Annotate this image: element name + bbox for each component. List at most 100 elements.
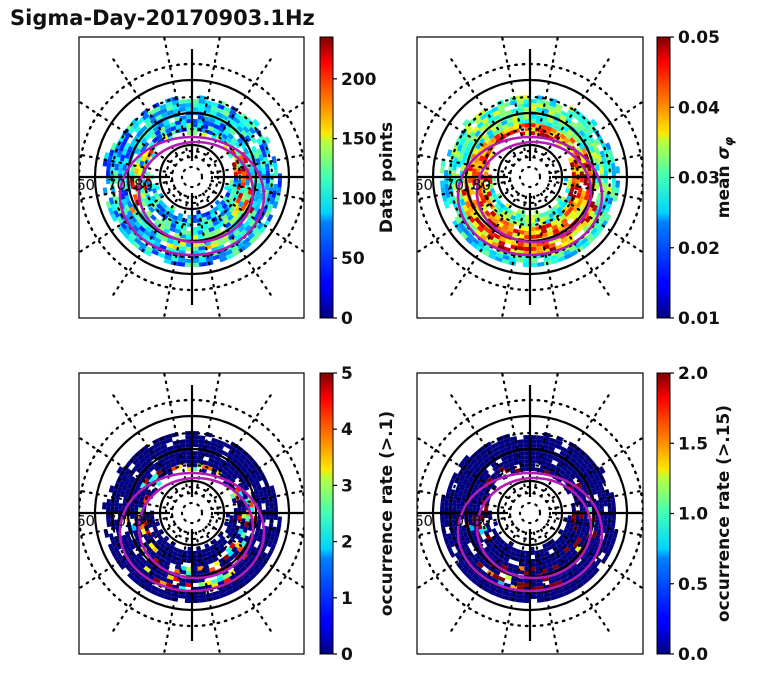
heatmap-bin (227, 468, 235, 476)
heatmap-bin (522, 258, 530, 263)
heatmap-bin (448, 478, 455, 487)
heatmap-bin (485, 186, 491, 193)
heatmap-bin (160, 236, 169, 243)
heatmap-bin (602, 183, 608, 191)
heatmap-bin (542, 543, 548, 549)
heatmap-bin (154, 237, 162, 244)
heatmap-bin (121, 474, 128, 482)
heatmap-bin (481, 229, 489, 237)
heatmap-bin (121, 147, 128, 156)
heatmap-bin (460, 500, 466, 507)
heatmap-bin (574, 137, 582, 145)
heatmap-bin (497, 576, 506, 583)
heatmap-bin (590, 550, 598, 558)
heatmap-bin (482, 561, 491, 569)
mlt-gridline (162, 195, 190, 318)
heatmap-bin (154, 110, 162, 117)
heatmap-bin (567, 476, 574, 484)
heatmap-bin (154, 129, 162, 137)
heatmap-bin (504, 574, 512, 581)
heatmap-bin (235, 150, 242, 157)
heatmap-bin (251, 481, 258, 490)
heatmap-bin (472, 504, 477, 511)
heatmap-bin (118, 144, 125, 152)
heatmap-bin (212, 206, 219, 213)
heatmap-bin (222, 237, 230, 244)
heatmap-bin (177, 261, 186, 267)
heatmap-bin (198, 245, 206, 251)
heatmap-bin (154, 553, 162, 561)
heatmap-bin (151, 546, 159, 554)
heatmap-bin (462, 563, 470, 572)
heatmap-bin (518, 119, 525, 125)
heatmap-bin (124, 487, 131, 495)
heatmap-bin (503, 127, 510, 134)
heatmap-bin (103, 151, 110, 160)
mlt-gridline (163, 37, 190, 159)
heatmap-bin (492, 129, 500, 137)
heatmap-bin (222, 573, 230, 580)
heatmap-bin (249, 236, 257, 245)
heatmap-bin (477, 523, 483, 530)
heatmap-bin (213, 123, 221, 130)
heatmap-bin (574, 125, 582, 133)
heatmap-bin (541, 232, 548, 238)
heatmap-bin (586, 219, 594, 228)
colorbar-tick-label: 0 (341, 309, 353, 329)
heatmap-bin (233, 565, 241, 573)
heatmap-bin (252, 550, 260, 558)
heatmap-bin (108, 197, 115, 205)
heatmap-bin (493, 550, 501, 557)
heatmap-bin (474, 117, 483, 125)
heatmap-bin (192, 566, 198, 571)
heatmap-bin (472, 461, 480, 470)
heatmap-bin (577, 565, 586, 573)
heatmap-bin (562, 557, 570, 565)
heatmap-bin (599, 503, 604, 510)
heatmap-bin (507, 121, 514, 128)
heatmap-bin (221, 539, 228, 546)
heatmap-bin (596, 154, 603, 162)
heatmap-bin (136, 565, 145, 573)
heatmap-bin (540, 228, 548, 234)
heatmap-bin (482, 581, 491, 589)
heatmap-bin (586, 462, 594, 471)
heatmap-bin (548, 441, 557, 448)
heatmap-bin (204, 210, 211, 217)
heatmap-bin (159, 107, 168, 114)
mlt-gridline (540, 528, 612, 635)
heatmap-bin (603, 177, 608, 184)
heatmap-bin (559, 450, 567, 457)
heatmap-bin (571, 565, 579, 573)
heatmap-bin (572, 113, 581, 121)
heatmap-bin (143, 585, 153, 593)
heatmap-bin (151, 249, 160, 256)
axes-frame (416, 36, 644, 319)
heatmap-bin (543, 214, 550, 221)
heatmap-bin (192, 455, 198, 460)
heatmap-bin (478, 473, 486, 481)
heatmap-bin (497, 107, 506, 114)
heatmap-bin (523, 435, 530, 440)
heatmap-bin (501, 123, 509, 130)
heatmap-bin (174, 452, 181, 458)
heatmap-bin (110, 539, 117, 548)
heatmap-bin (192, 258, 200, 263)
heatmap-bin (134, 556, 142, 565)
heatmap-bin (236, 137, 244, 145)
heatmap-bin (602, 519, 608, 527)
mlt-gridline (500, 195, 528, 318)
heatmap-bin (269, 543, 277, 552)
heatmap-bin (544, 218, 551, 225)
heatmap-bin (148, 476, 155, 484)
heatmap-bin (142, 533, 149, 540)
heatmap-bin (573, 150, 580, 157)
heatmap-bin (562, 125, 570, 133)
heatmap-bin (461, 204, 469, 213)
heatmap-bin (580, 237, 589, 245)
heatmap-bin (523, 570, 530, 575)
heatmap-bin (114, 519, 120, 527)
heatmap-bin (540, 120, 548, 126)
heatmap-bin (539, 216, 546, 222)
heatmap-bin (488, 589, 497, 596)
